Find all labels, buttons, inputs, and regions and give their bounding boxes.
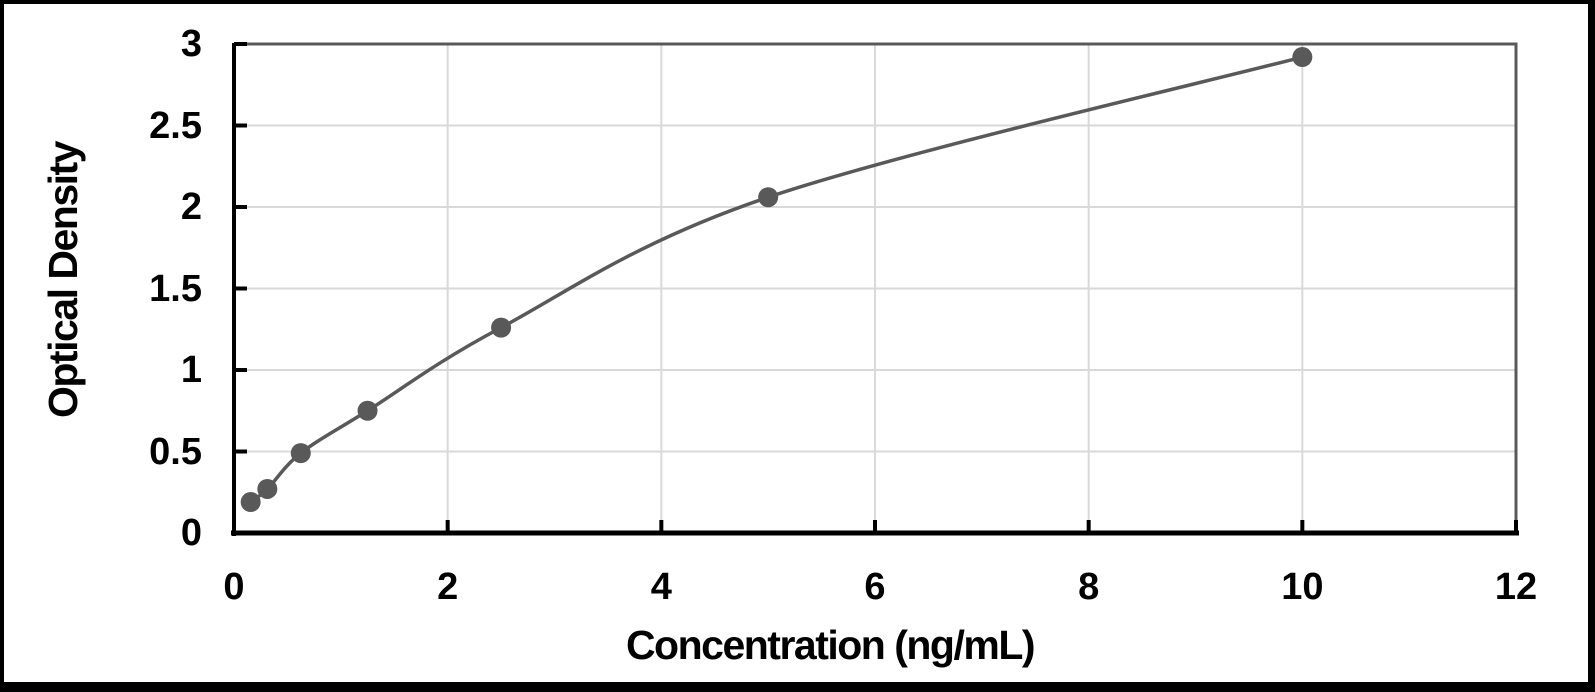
y-tick-label: 2.5 <box>149 104 202 147</box>
standard-curve-line <box>248 55 1305 504</box>
y-tick-label: 3 <box>180 23 202 65</box>
data-point-marker <box>240 492 261 513</box>
x-tick-label: 12 <box>1494 566 1538 608</box>
y-tick-label: 2 <box>180 186 202 228</box>
x-tick-label: 4 <box>650 566 672 608</box>
data-point-marker <box>257 478 278 499</box>
x-tick-label: 8 <box>1078 566 1100 608</box>
data-point-marker <box>491 317 512 338</box>
x-tick-label: 10 <box>1281 566 1324 608</box>
x-tick-label: 6 <box>864 566 886 608</box>
x-tick-label: 2 <box>437 566 459 608</box>
data-point-marker <box>1292 47 1313 68</box>
y-tick-label: 1 <box>180 349 202 391</box>
y-axis-title: Optical Density <box>40 142 86 418</box>
data-point-marker <box>758 187 779 208</box>
x-tick-label: 0 <box>223 566 245 608</box>
y-tick-label: 1.5 <box>149 267 202 310</box>
y-tick-label: 0 <box>180 512 202 554</box>
data-point-marker <box>290 443 311 464</box>
y-tick-label: 0.5 <box>149 430 202 473</box>
x-axis-title: Concentration (ng/mL) <box>625 622 1036 668</box>
data-point-marker <box>357 400 378 421</box>
